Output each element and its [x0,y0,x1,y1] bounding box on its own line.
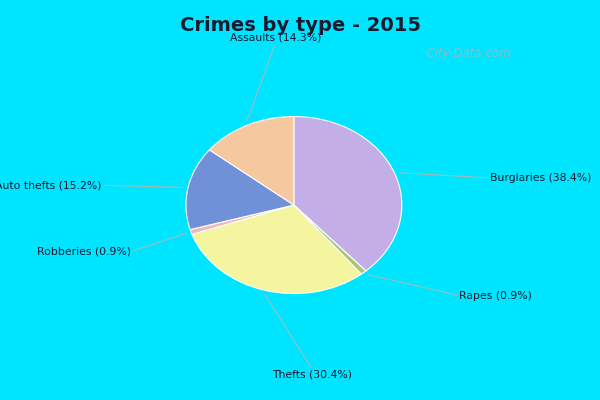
Text: Rapes (0.9%): Rapes (0.9%) [460,291,532,301]
Text: Burglaries (38.4%): Burglaries (38.4%) [490,173,592,183]
Wedge shape [294,116,402,271]
Text: Assaults (14.3%): Assaults (14.3%) [230,33,321,43]
Text: Robberies (0.9%): Robberies (0.9%) [37,246,131,256]
Wedge shape [294,205,366,274]
Text: Crimes by type - 2015: Crimes by type - 2015 [179,16,421,35]
Text: Thefts (30.4%): Thefts (30.4%) [272,369,352,379]
Text: City-Data.com: City-Data.com [419,47,511,60]
Wedge shape [186,150,294,230]
Text: Auto thefts (15.2%): Auto thefts (15.2%) [0,180,101,190]
Wedge shape [192,205,361,294]
Wedge shape [209,116,294,205]
Wedge shape [190,205,294,234]
